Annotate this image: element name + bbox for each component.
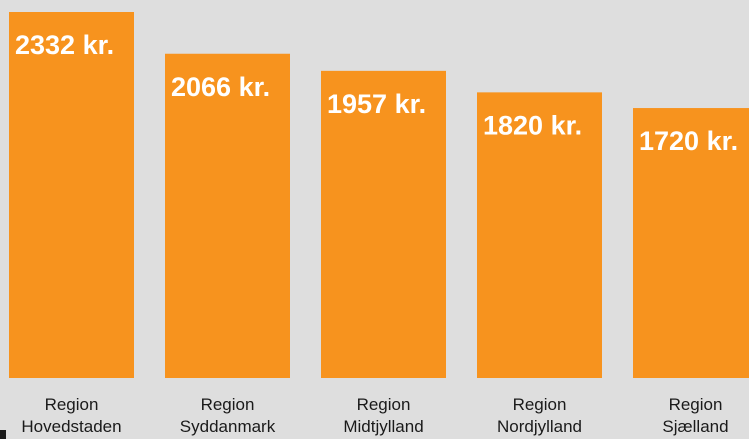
x-tick-label-box: Region Sjælland [662,395,729,436]
x-tick-label-box: Region Midtjylland [343,395,424,436]
x-tick-label-box: Region Syddanmark [179,395,276,436]
bar [9,12,134,378]
value-label: 1720 kr. [639,126,738,156]
x-tick-label: Region Syddanmark [179,395,276,436]
bar [321,70,446,379]
x-tick-label: Region Nordjylland [496,395,583,436]
bar [165,53,290,378]
x-tick-label: Region Hovedstaden [21,395,122,436]
x-tick-label: Region Midtjylland [343,395,424,436]
x-tick-label: Region Sjælland [662,395,729,436]
x-tick-label-box: Region Hovedstaden [21,395,122,436]
bar [477,92,602,378]
value-label: 1820 kr. [483,110,582,140]
bar [633,108,749,379]
value-label: 1957 kr. [327,89,426,119]
corner-marker [0,430,6,439]
x-tick-label-box: Region Nordjylland [496,395,583,436]
value-label: 2066 kr. [171,72,270,102]
value-label: 2332 kr. [15,30,114,60]
